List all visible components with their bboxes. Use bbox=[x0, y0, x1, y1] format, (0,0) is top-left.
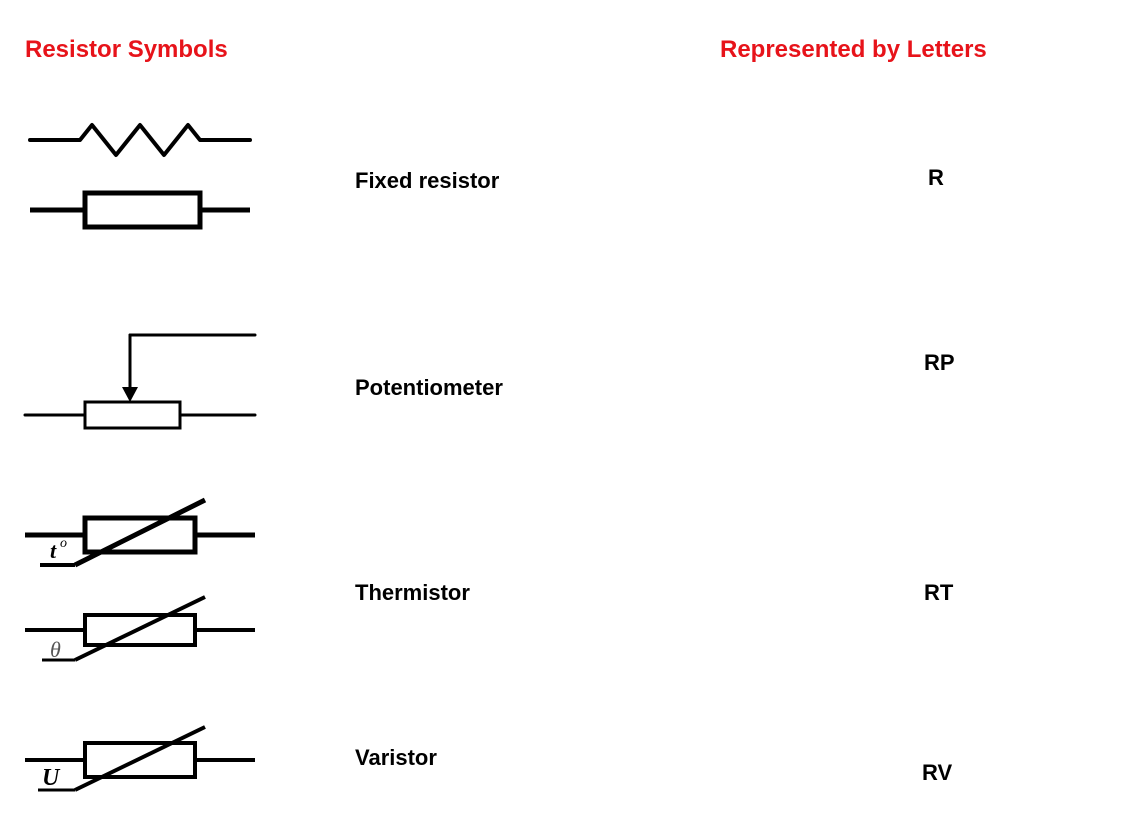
svg-text:t: t bbox=[50, 538, 57, 563]
svg-text:θ: θ bbox=[50, 637, 61, 662]
header-symbols: Resistor Symbols bbox=[25, 36, 228, 64]
header-letters: Represented by Letters bbox=[720, 36, 987, 64]
label-thermistor: Thermistor bbox=[355, 580, 470, 606]
svg-text:o: o bbox=[60, 536, 67, 551]
letter-varistor: RV bbox=[922, 760, 952, 786]
letter-potentiometer: RP bbox=[924, 350, 955, 376]
label-varistor: Varistor bbox=[355, 745, 437, 771]
letter-fixed-resistor: R bbox=[928, 165, 944, 191]
symbol-varistor: U bbox=[20, 715, 260, 805]
symbol-fixed-resistor bbox=[20, 115, 260, 245]
symbol-thermistor: t o θ bbox=[20, 485, 260, 675]
label-fixed-resistor: Fixed resistor bbox=[355, 168, 499, 194]
letter-thermistor: RT bbox=[924, 580, 953, 606]
symbol-potentiometer bbox=[20, 305, 260, 445]
label-potentiometer: Potentiometer bbox=[355, 375, 503, 401]
svg-text:U: U bbox=[42, 765, 61, 791]
